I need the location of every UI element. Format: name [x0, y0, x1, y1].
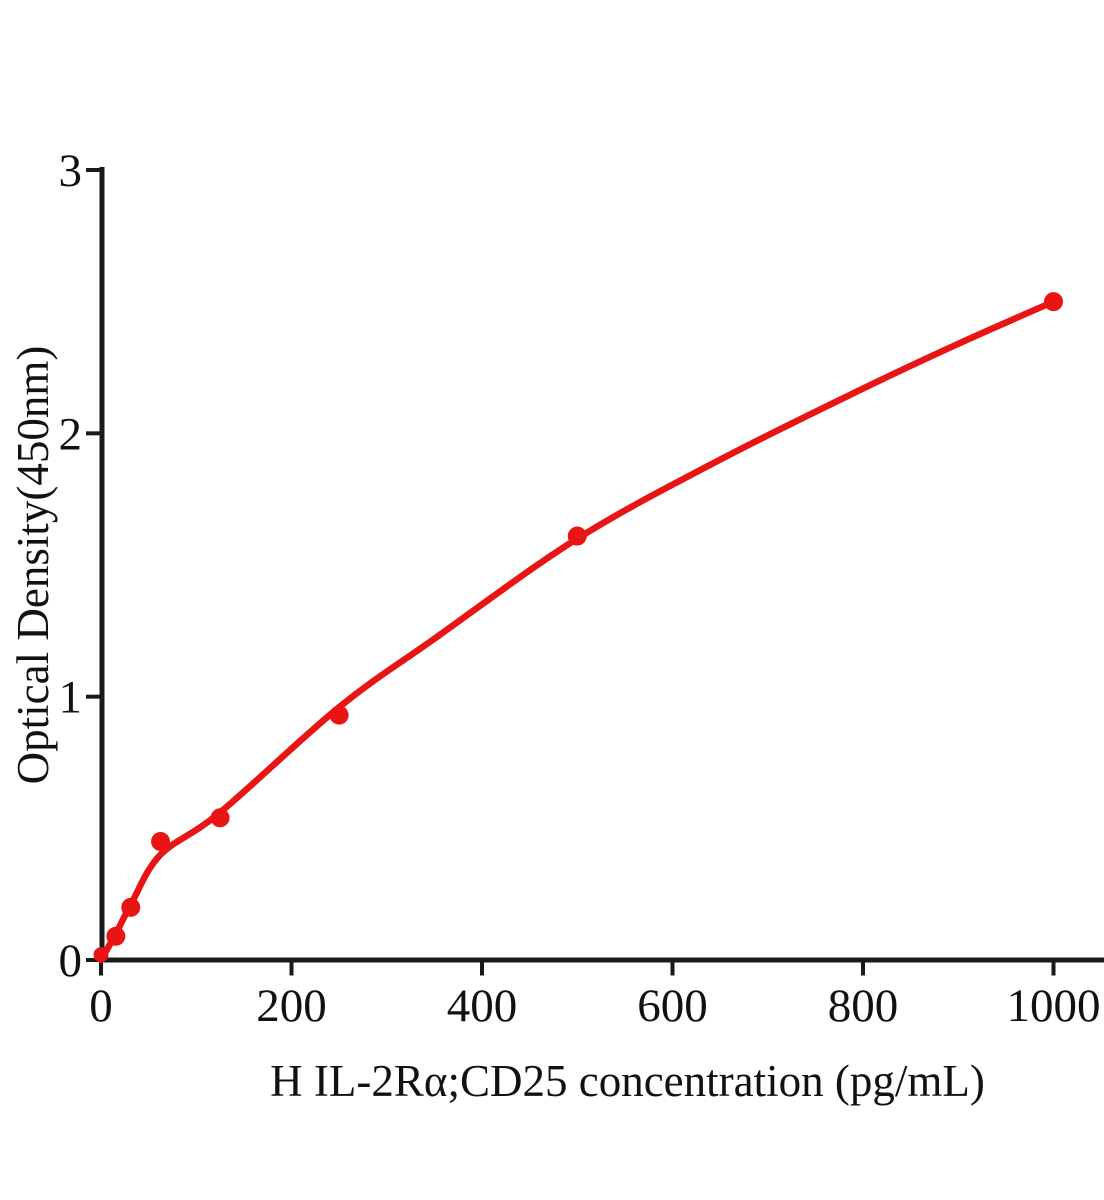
data-point [567, 526, 587, 546]
x-tick-label: 600 [637, 980, 708, 1032]
y-tick-label: 1 [59, 672, 83, 724]
x-axis-title: H IL-2Rα;CD25 concentration (pg/mL) [270, 1056, 985, 1106]
data-point [93, 947, 109, 963]
y-tick-label: 3 [59, 145, 83, 197]
y-tick-label: 0 [59, 935, 83, 987]
data-point [1044, 292, 1063, 312]
x-tick-label: 1000 [1007, 980, 1101, 1032]
axis-tick-labels: 0 1 2 3 0 200 400 600 800 1000 [59, 145, 1101, 1032]
data-point [210, 808, 230, 828]
data-point [106, 926, 126, 946]
x-tick-label: 400 [447, 980, 518, 1032]
fitted-curve-path [97, 298, 1057, 964]
x-tick-label: 0 [89, 980, 113, 1032]
axes [99, 167, 1104, 963]
data-point [121, 897, 141, 917]
fitted-curve [97, 298, 1057, 964]
y-tick-label: 2 [59, 408, 83, 460]
x-tick-label: 800 [828, 980, 899, 1032]
y-axis-title: Optical Density(450nm) [8, 345, 58, 785]
x-tick-label: 200 [256, 980, 327, 1032]
data-point [329, 705, 349, 725]
data-point [151, 832, 171, 852]
axis-ticks [86, 168, 1056, 976]
data-points [93, 292, 1063, 963]
